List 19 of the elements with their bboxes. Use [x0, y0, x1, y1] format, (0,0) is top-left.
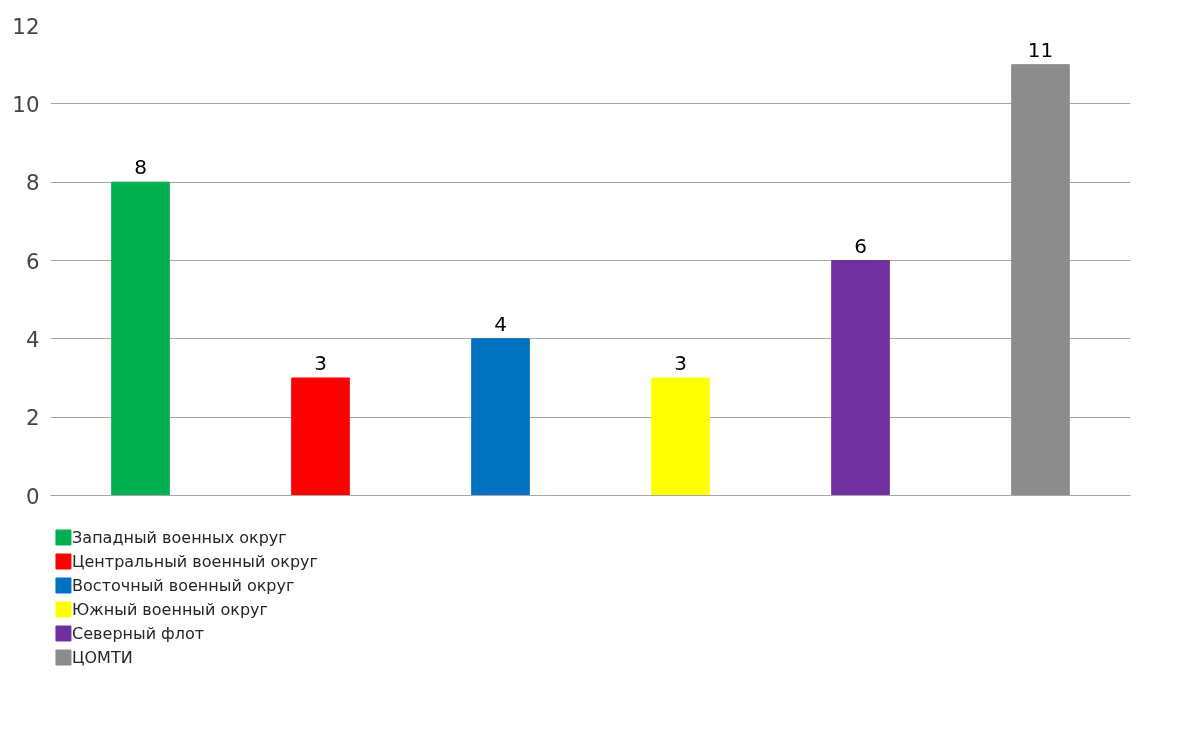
- legend-label: ЦОМТИ: [72, 648, 133, 667]
- y-tick-label: 4: [25, 326, 40, 352]
- y-tick-label: 6: [25, 248, 40, 274]
- legend-label: Восточный военный округ: [72, 576, 295, 595]
- y-tick-label: 2: [25, 405, 40, 431]
- legend-label: Центральный военный округ: [72, 552, 318, 571]
- legend-label: Южный военный округ: [72, 600, 268, 619]
- data-label: 3: [314, 351, 327, 375]
- data-label: 3: [674, 351, 687, 375]
- data-label: 6: [854, 233, 867, 258]
- data-label: 11: [1027, 37, 1054, 62]
- y-tick-label: 8: [25, 170, 40, 196]
- legend-label: Западный военных округ: [72, 528, 287, 547]
- data-label: 4: [494, 311, 507, 336]
- y-tick-label: 10: [12, 91, 40, 117]
- legend-label: Северный флот: [72, 624, 205, 643]
- data-label: 8: [134, 155, 147, 180]
- y-tick-label: 12: [12, 13, 40, 39]
- y-tick-label: 0: [25, 483, 40, 509]
